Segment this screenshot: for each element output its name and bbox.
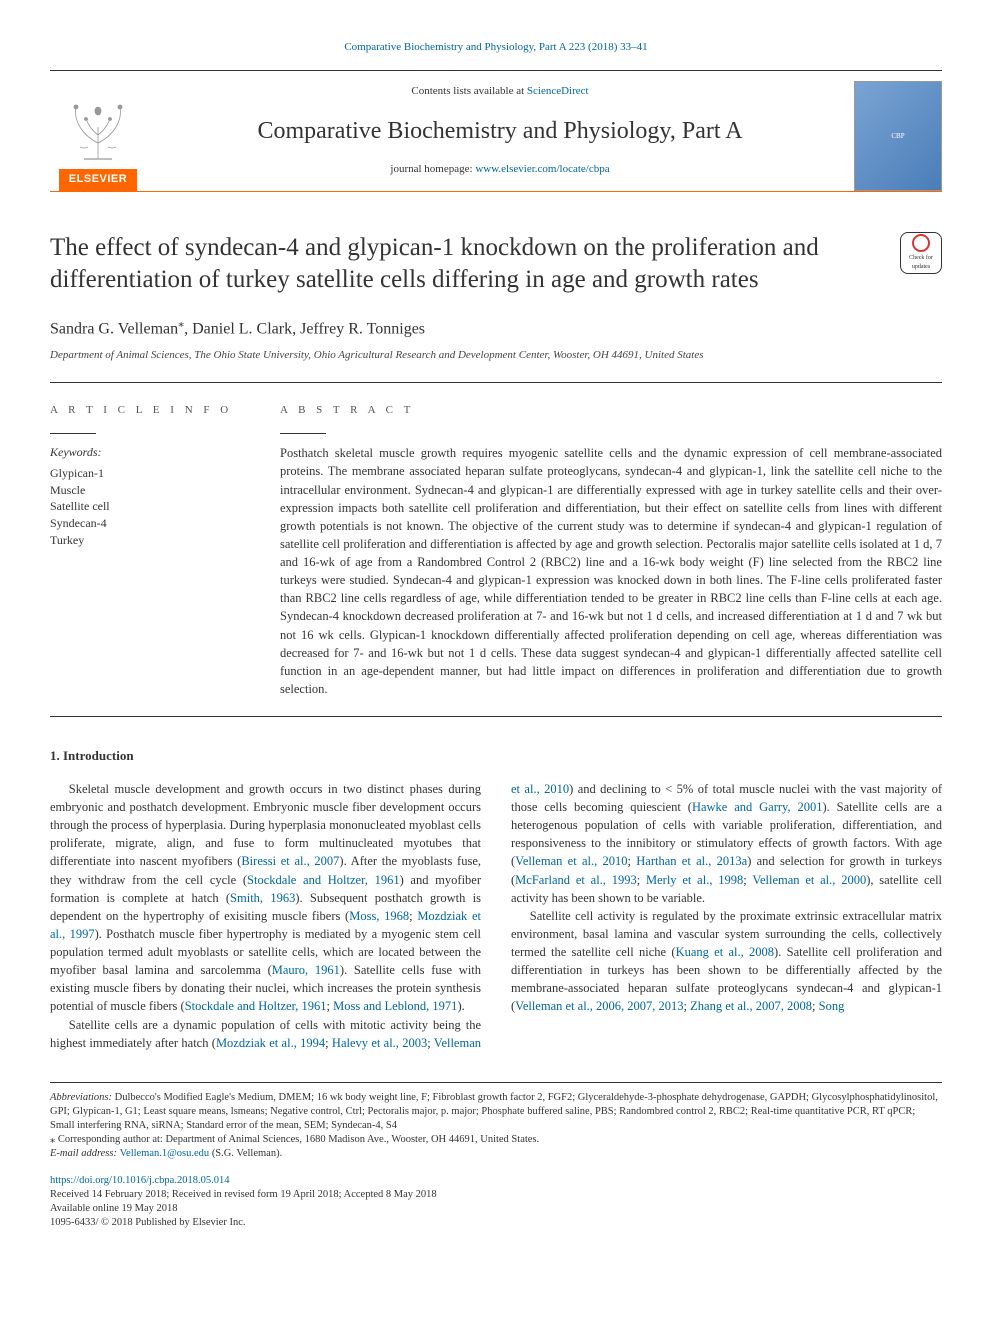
citation[interactable]: Hawke and Garry, 2001 <box>692 800 823 814</box>
contents-line: Contents lists available at ScienceDirec… <box>160 84 840 100</box>
publisher-block: ELSEVIER <box>50 81 146 191</box>
abstract-col: A B S T R A C T Posthatch skeletal muscl… <box>280 383 942 698</box>
keyword: Turkey <box>50 532 250 549</box>
citation[interactable]: Zhang et al., 2007, 2008 <box>690 999 812 1013</box>
citation[interactable]: Harthan et al., 2013a <box>636 854 747 868</box>
email-suffix: (S.G. Velleman). <box>209 1148 282 1159</box>
check-updates-label: Check for updates <box>901 254 941 271</box>
citation[interactable]: Biressi et al., 2007 <box>241 854 339 868</box>
citation[interactable]: Kuang et al., 2008 <box>676 945 774 959</box>
keyword: Satellite cell <box>50 498 250 515</box>
abstract-text: Posthatch skeletal muscle growth require… <box>280 444 942 698</box>
page-root: Comparative Biochemistry and Physiology,… <box>0 0 992 1260</box>
citation[interactable]: Stockdale and Holtzer, 1961 <box>185 999 327 1013</box>
citation[interactable]: Stockdale and Holtzer, 1961 <box>247 873 400 887</box>
abbrev-text: Dulbecco's Modified Eagle's Medium, DMEM… <box>50 1092 938 1131</box>
footnotes: Abbreviations: Dulbecco's Modified Eagle… <box>50 1082 942 1231</box>
info-abstract-row: A R T I C L E I N F O Keywords: Glypican… <box>50 383 942 698</box>
authors-line: Sandra G. Velleman⁎, Daniel L. Clark, Je… <box>50 315 942 341</box>
citation[interactable]: Halevy et al., 2003 <box>332 1036 427 1050</box>
homepage-line: journal homepage: www.elsevier.com/locat… <box>160 162 840 178</box>
header-center: Contents lists available at ScienceDirec… <box>160 81 840 191</box>
keyword: Syndecan-4 <box>50 515 250 532</box>
citation[interactable]: Moss, 1968 <box>349 909 409 923</box>
doi-link[interactable]: https://doi.org/10.1016/j.cbpa.2018.05.0… <box>50 1175 229 1186</box>
info-underline <box>50 433 96 434</box>
check-updates-icon <box>912 234 930 252</box>
citation[interactable]: McFarland et al., 1993 <box>515 873 637 887</box>
journal-name: Comparative Biochemistry and Physiology,… <box>160 114 840 149</box>
keyword: Muscle <box>50 482 250 499</box>
journal-issue-link[interactable]: Comparative Biochemistry and Physiology,… <box>344 41 647 53</box>
article-title: The effect of syndecan-4 and glypican-1 … <box>50 232 880 297</box>
citation[interactable]: Moss and Leblond, 1971 <box>333 999 457 1013</box>
authors-rest: , Daniel L. Clark, Jeffrey R. Tonniges <box>184 320 425 337</box>
doi-block: https://doi.org/10.1016/j.cbpa.2018.05.0… <box>50 1174 942 1231</box>
email-label: E-mail address: <box>50 1148 120 1159</box>
title-block: The effect of syndecan-4 and glypican-1 … <box>50 232 942 297</box>
abstract-underline <box>280 433 326 434</box>
citation[interactable]: Mozdziak et al., 1994 <box>216 1036 325 1050</box>
homepage-link[interactable]: www.elsevier.com/locate/cbpa <box>475 163 609 175</box>
intro-p3: Satellite cell activity is regulated by … <box>511 907 942 1016</box>
header-band: ELSEVIER Contents lists available at Sci… <box>50 70 942 192</box>
abbreviations: Abbreviations: Dulbecco's Modified Eagle… <box>50 1091 942 1134</box>
copyright-line: 1095-6433/ © 2018 Published by Elsevier … <box>50 1216 942 1230</box>
citation[interactable]: Song <box>819 999 845 1013</box>
abbrev-label: Abbreviations: <box>50 1092 112 1103</box>
journal-cover-abbrev: CBP <box>887 127 908 145</box>
article-info-label: A R T I C L E I N F O <box>50 403 250 419</box>
keywords-label: Keywords: <box>50 444 250 461</box>
article-info-col: A R T I C L E I N F O Keywords: Glypican… <box>50 383 250 698</box>
homepage-prefix: journal homepage: <box>390 163 475 175</box>
abstract-label: A B S T R A C T <box>280 403 942 419</box>
affiliation: Department of Animal Sciences, The Ohio … <box>50 348 942 364</box>
intro-heading: 1. Introduction <box>50 747 942 766</box>
elsevier-tree-icon <box>53 95 143 165</box>
author-primary: Sandra G. Velleman <box>50 320 178 337</box>
received-line: Received 14 February 2018; Received in r… <box>50 1188 942 1202</box>
publisher-label: ELSEVIER <box>59 169 137 191</box>
available-line: Available online 19 May 2018 <box>50 1202 942 1216</box>
keyword: Glypican-1 <box>50 465 250 482</box>
citation[interactable]: Merly et al., 1998 <box>646 873 743 887</box>
email-line: E-mail address: Velleman.1@osu.edu (S.G.… <box>50 1147 942 1161</box>
journal-issue-header: Comparative Biochemistry and Physiology,… <box>50 40 942 56</box>
citation[interactable]: Smith, 1963 <box>230 891 295 905</box>
sciencedirect-link[interactable]: ScienceDirect <box>527 85 589 97</box>
body-text: Skeletal muscle development and growth o… <box>50 780 942 1052</box>
divider-bottom <box>50 716 942 717</box>
citation[interactable]: Velleman et al., 2006, 2007, 2013 <box>515 999 683 1013</box>
citation[interactable]: Velleman et al., 2000 <box>752 873 866 887</box>
keywords-list: Glypican-1 Muscle Satellite cell Syndeca… <box>50 465 250 549</box>
journal-cover-thumb: CBP <box>854 81 942 191</box>
citation[interactable]: Mauro, 1961 <box>272 963 340 977</box>
email-link[interactable]: Velleman.1@osu.edu <box>120 1148 210 1159</box>
corresponding-author: ⁎ Corresponding author at: Department of… <box>50 1133 942 1147</box>
citation[interactable]: Velleman et al., 2010 <box>515 854 627 868</box>
check-updates-badge[interactable]: Check for updates <box>900 232 942 274</box>
contents-prefix: Contents lists available at <box>411 85 526 97</box>
intro-p1: Skeletal muscle development and growth o… <box>50 780 481 1016</box>
